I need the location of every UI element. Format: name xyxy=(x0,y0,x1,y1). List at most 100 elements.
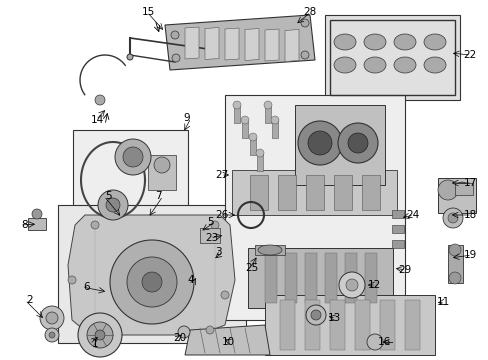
Circle shape xyxy=(127,54,133,60)
Bar xyxy=(148,155,176,190)
Circle shape xyxy=(154,157,170,173)
Polygon shape xyxy=(184,325,269,355)
Text: 17: 17 xyxy=(463,178,476,188)
Text: 19: 19 xyxy=(463,250,476,260)
Text: 16: 16 xyxy=(377,337,390,347)
Circle shape xyxy=(442,208,462,228)
Circle shape xyxy=(455,182,467,194)
Circle shape xyxy=(448,244,460,256)
Circle shape xyxy=(87,322,113,348)
Bar xyxy=(257,153,263,171)
Bar xyxy=(404,300,419,350)
Bar xyxy=(325,253,336,303)
Circle shape xyxy=(127,257,177,307)
Text: 15: 15 xyxy=(142,7,155,17)
Circle shape xyxy=(305,305,325,325)
Polygon shape xyxy=(285,30,298,62)
Text: 9: 9 xyxy=(183,113,189,123)
Bar xyxy=(391,225,403,233)
Text: 27: 27 xyxy=(215,170,228,180)
Circle shape xyxy=(310,310,320,320)
Bar xyxy=(58,205,245,343)
Text: 24: 24 xyxy=(405,210,418,220)
Text: 10: 10 xyxy=(222,337,235,347)
Ellipse shape xyxy=(363,34,385,50)
Bar xyxy=(329,300,345,350)
Circle shape xyxy=(337,123,377,163)
Ellipse shape xyxy=(393,57,415,73)
Bar xyxy=(264,253,276,303)
Bar xyxy=(280,300,294,350)
Bar xyxy=(254,245,285,255)
Text: 25: 25 xyxy=(244,263,258,273)
Circle shape xyxy=(123,147,142,167)
Bar xyxy=(247,248,392,308)
Text: 5: 5 xyxy=(206,217,213,227)
Ellipse shape xyxy=(363,57,385,73)
Bar xyxy=(28,218,46,230)
Circle shape xyxy=(448,272,460,284)
Circle shape xyxy=(115,139,151,175)
Circle shape xyxy=(95,330,105,340)
Circle shape xyxy=(106,198,120,212)
Text: 3: 3 xyxy=(215,247,221,257)
Bar xyxy=(234,105,240,123)
Circle shape xyxy=(437,180,457,200)
Circle shape xyxy=(46,312,58,324)
Circle shape xyxy=(172,54,180,62)
Circle shape xyxy=(78,313,122,357)
Text: 7: 7 xyxy=(155,191,162,201)
Bar xyxy=(345,253,356,303)
Bar xyxy=(285,253,296,303)
Ellipse shape xyxy=(258,245,282,255)
Ellipse shape xyxy=(333,34,355,50)
Text: 14: 14 xyxy=(91,115,104,125)
Circle shape xyxy=(338,272,364,298)
Text: 18: 18 xyxy=(463,210,476,220)
Polygon shape xyxy=(68,215,235,335)
Polygon shape xyxy=(164,15,314,70)
Text: 6: 6 xyxy=(83,282,90,292)
Bar xyxy=(329,20,454,95)
Text: 22: 22 xyxy=(462,50,475,60)
Circle shape xyxy=(366,334,382,350)
Polygon shape xyxy=(184,27,199,59)
Polygon shape xyxy=(244,28,259,60)
Bar xyxy=(305,300,319,350)
Circle shape xyxy=(205,326,214,334)
Ellipse shape xyxy=(333,57,355,73)
Circle shape xyxy=(91,221,99,229)
Text: 1: 1 xyxy=(91,339,98,349)
Bar xyxy=(249,137,256,155)
Bar xyxy=(391,210,403,218)
Bar xyxy=(271,120,278,138)
Bar xyxy=(447,245,462,283)
Bar xyxy=(305,253,316,303)
Circle shape xyxy=(98,190,128,220)
Polygon shape xyxy=(224,28,239,60)
Bar xyxy=(325,15,459,100)
Polygon shape xyxy=(204,27,219,59)
Circle shape xyxy=(248,133,257,141)
Bar xyxy=(333,175,351,210)
Bar xyxy=(264,105,270,123)
Circle shape xyxy=(49,332,55,338)
Ellipse shape xyxy=(423,34,445,50)
Text: 12: 12 xyxy=(367,280,381,290)
Bar xyxy=(264,295,434,355)
Circle shape xyxy=(171,31,179,39)
Bar xyxy=(200,228,220,243)
Circle shape xyxy=(45,328,59,342)
Bar xyxy=(242,120,247,138)
Bar xyxy=(354,300,369,350)
Ellipse shape xyxy=(393,34,415,50)
Bar xyxy=(294,105,384,185)
Text: 5: 5 xyxy=(105,191,112,201)
Circle shape xyxy=(221,291,228,299)
Bar xyxy=(224,95,404,320)
Circle shape xyxy=(241,116,248,124)
Circle shape xyxy=(297,121,341,165)
Text: 20: 20 xyxy=(173,333,185,343)
Circle shape xyxy=(142,272,162,292)
Circle shape xyxy=(346,279,357,291)
